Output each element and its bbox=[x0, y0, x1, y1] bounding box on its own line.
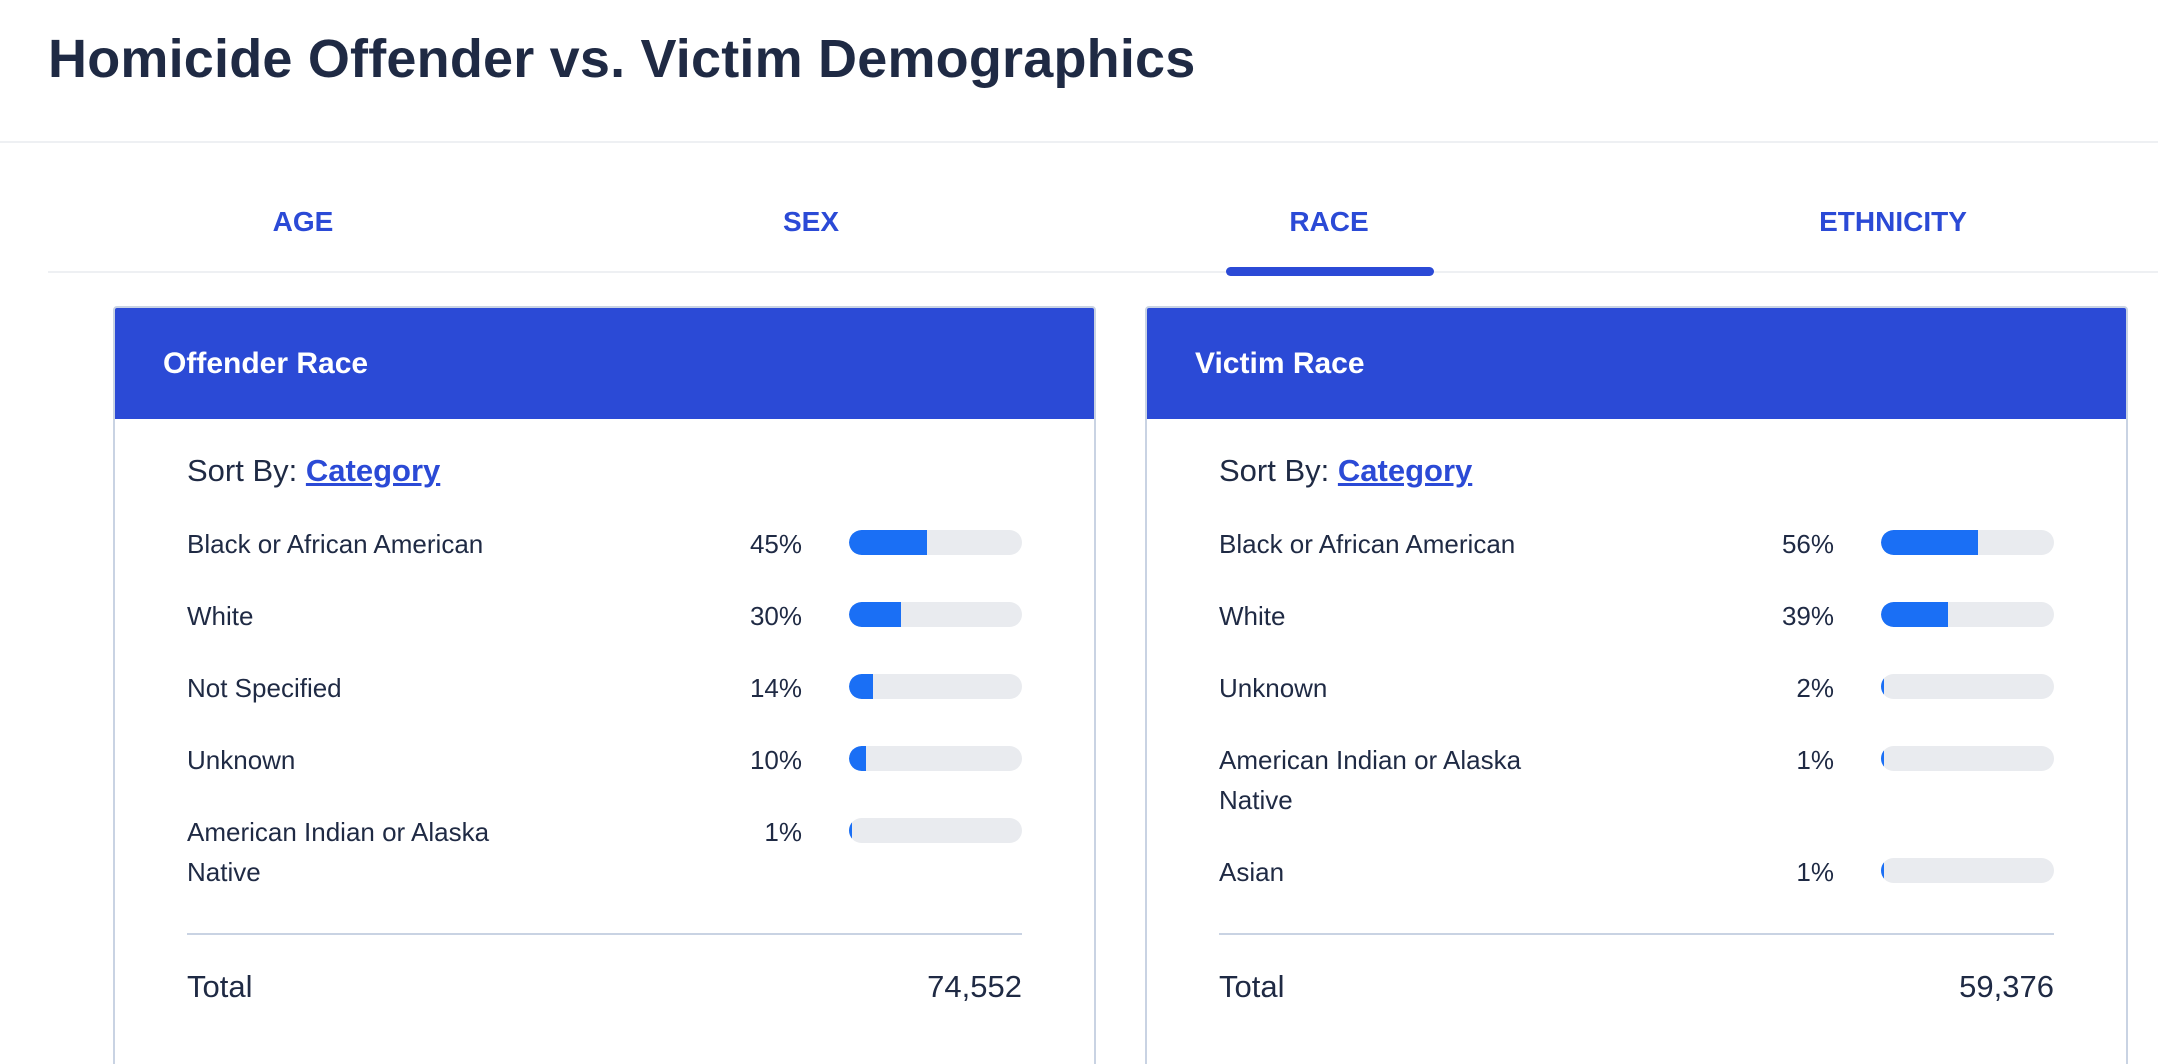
victim-row-label: Black or African American bbox=[1219, 529, 1516, 559]
tab-age[interactable]: AGE bbox=[272, 206, 334, 237]
victim-divider bbox=[1219, 933, 2054, 935]
offender-card-title: Offender Race bbox=[115, 308, 1094, 419]
offender-row: American Indian or Alaska Native 1% bbox=[187, 801, 1022, 913]
offender-row-percent: 45% bbox=[749, 529, 802, 559]
offender-rows: Black or African American 45% White 30% Not … bbox=[187, 513, 1022, 913]
victim-card-title: Victim Race bbox=[1147, 308, 2126, 419]
offender-race-card: Offender Race Sort By: Category Black or… bbox=[113, 306, 1096, 1064]
victim-row: American Indian or Alaska Native 1% bbox=[1219, 729, 2054, 841]
offender-total-label: Total bbox=[187, 969, 253, 1004]
victim-row-percent: 2% bbox=[1796, 673, 1834, 703]
offender-row-bar-track bbox=[849, 602, 1022, 627]
victim-row-bar-fill bbox=[1881, 530, 1978, 555]
offender-total-row: Total 74,552 bbox=[187, 935, 1022, 1045]
victim-row: Asian 1% bbox=[1219, 841, 2054, 913]
offender-row-percent: 30% bbox=[749, 601, 802, 631]
offender-row-bar-fill bbox=[849, 530, 927, 555]
active-tab-indicator bbox=[1226, 267, 1434, 276]
offender-row-bar-track bbox=[849, 530, 1022, 555]
offender-row-percent: 14% bbox=[749, 673, 802, 703]
victim-row: Black or African American 56% bbox=[1219, 513, 2054, 585]
offender-row-bar-fill bbox=[849, 674, 874, 699]
offender-row: Black or African American 45% bbox=[187, 513, 1022, 585]
victim-row-bar-fill bbox=[1881, 674, 1885, 699]
victim-row-bar-track bbox=[1881, 530, 2054, 555]
tab-sex[interactable]: SEX bbox=[782, 206, 840, 237]
page-header: Homicide Offender vs. Victim Demographic… bbox=[0, 0, 2158, 143]
offender-row-label: White bbox=[187, 601, 254, 631]
victim-row-bar-track bbox=[1881, 674, 2054, 699]
offender-row-bar-fill bbox=[849, 746, 867, 771]
victim-row-bar-track bbox=[1881, 602, 2054, 627]
victim-total-row: Total 59,376 bbox=[1219, 935, 2054, 1045]
page-title: Homicide Offender vs. Victim Demographic… bbox=[48, 29, 1196, 89]
victim-row-percent: 1% bbox=[1796, 745, 1834, 775]
offender-row-percent: 10% bbox=[749, 745, 802, 775]
tab-ethnicity[interactable]: ETHNICITY bbox=[1819, 206, 1967, 237]
victim-row-label: White bbox=[1219, 601, 1286, 631]
tab-bar: AGE SEX RACE ETHNICITY bbox=[48, 143, 2158, 276]
victim-row-label: Unknown bbox=[1219, 673, 1328, 703]
victim-sort-category-link[interactable]: Category bbox=[1337, 453, 1473, 488]
offender-row-label: Not Specified bbox=[187, 673, 342, 703]
victim-row-bar-track bbox=[1881, 858, 2054, 883]
victim-card-body: Sort By: Category Black or African Ameri… bbox=[1147, 419, 2126, 1045]
victim-row-percent: 56% bbox=[1781, 529, 1834, 559]
offender-row-bar-track bbox=[849, 818, 1022, 843]
offender-row-label: American Indian or Alaska Native bbox=[187, 817, 490, 887]
victim-row-bar-fill bbox=[1881, 746, 1884, 771]
victim-row-percent: 1% bbox=[1796, 857, 1834, 887]
offender-row-bar-fill bbox=[849, 818, 852, 843]
victim-row-bar-fill bbox=[1881, 858, 1884, 883]
offender-row-percent: 1% bbox=[764, 817, 802, 847]
offender-total-value: 74,552 bbox=[927, 969, 1022, 1004]
victim-race-card: Victim Race Sort By: Category Black or A… bbox=[1145, 306, 2128, 1064]
offender-row: White 30% bbox=[187, 585, 1022, 657]
offender-row-label: Black or African American bbox=[187, 529, 484, 559]
victim-total-label: Total bbox=[1219, 969, 1285, 1004]
tab-race[interactable]: RACE bbox=[1289, 206, 1369, 237]
victim-row-bar-track bbox=[1881, 746, 2054, 771]
victim-row-percent: 39% bbox=[1781, 601, 1834, 631]
offender-sort-row: Sort By: Category bbox=[187, 419, 1022, 513]
offender-row-bar-fill bbox=[849, 602, 901, 627]
victim-row: Unknown 2% bbox=[1219, 657, 2054, 729]
victim-row-label: American Indian or Alaska Native bbox=[1219, 745, 1522, 815]
victim-row-bar-fill bbox=[1881, 602, 1949, 627]
sort-by-label: Sort By: bbox=[187, 453, 298, 488]
victim-sort-row: Sort By: Category bbox=[1219, 419, 2054, 513]
offender-card-body: Sort By: Category Black or African Ameri… bbox=[115, 419, 1094, 1045]
offender-row-label: Unknown bbox=[187, 745, 296, 775]
victim-rows: Black or African American 56% White 39% Unkn… bbox=[1219, 513, 2054, 913]
offender-row-bar-track bbox=[849, 674, 1022, 699]
offender-row-bar-track bbox=[849, 746, 1022, 771]
victim-total-value: 59,376 bbox=[1959, 969, 2054, 1004]
offender-row: Unknown 10% bbox=[187, 729, 1022, 801]
victim-row: White 39% bbox=[1219, 585, 2054, 657]
sort-by-label: Sort By: bbox=[1219, 453, 1330, 488]
offender-divider bbox=[187, 933, 1022, 935]
offender-row: Not Specified 14% bbox=[187, 657, 1022, 729]
victim-row-label: Asian bbox=[1219, 857, 1285, 887]
offender-sort-category-link[interactable]: Category bbox=[305, 453, 441, 488]
